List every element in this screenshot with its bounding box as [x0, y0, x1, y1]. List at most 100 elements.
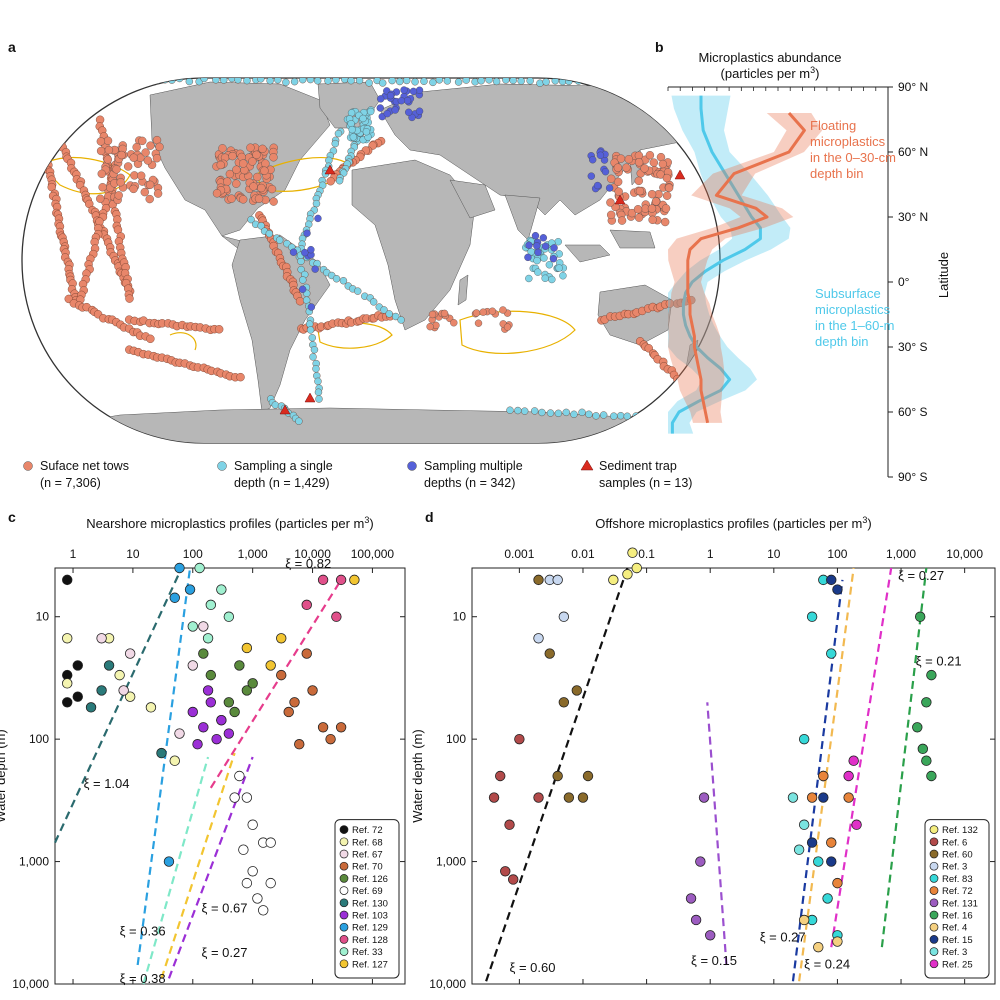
- panel-c-data-point: [301, 599, 312, 611]
- panel-c-data-point: [85, 702, 97, 713]
- panel-c-data-point: [184, 584, 196, 595]
- panel-c-data-point: [103, 660, 115, 671]
- surface-tow: [488, 307, 497, 315]
- panel-d-fit-line: [485, 567, 629, 982]
- panel-d-data-point: [806, 611, 818, 622]
- single-depth-sample: [310, 346, 319, 354]
- single-depth-sample: [275, 236, 284, 244]
- panel-d-data-point: [504, 819, 515, 830]
- single-depth-sample: [243, 78, 251, 85]
- panel-d-legend-marker: [929, 837, 939, 847]
- panel-c-data-point: [229, 792, 240, 803]
- single-depth-sample: [367, 107, 375, 116]
- floating-label-3: in the 0–30-cm: [810, 150, 896, 165]
- surface-tow: [258, 144, 267, 154]
- multiple-depth-sample: [289, 248, 298, 256]
- single-depth-sample: [265, 229, 274, 238]
- single-depth-sample: [348, 125, 356, 134]
- legend-label: Sampling multiple: [424, 459, 523, 473]
- panel-c-fit-label: ξ = 0.67: [202, 900, 248, 915]
- single-depth-sample: [396, 78, 404, 86]
- single-depth-sample: [599, 411, 608, 419]
- single-depth-sample: [349, 133, 357, 141]
- single-depth-sample: [298, 78, 307, 84]
- panel-d-data-point: [577, 792, 589, 803]
- single-depth-sample: [565, 78, 573, 86]
- panel-c-data-point: [234, 660, 245, 671]
- panel-d-data-point: [822, 893, 833, 904]
- multiple-depth-sample: [311, 265, 319, 273]
- surface-tow: [228, 151, 237, 161]
- panel-d-data-point: [508, 874, 519, 885]
- surface-tow: [472, 309, 481, 317]
- panel-c-data-point: [96, 633, 107, 644]
- panel-d-data-point: [685, 893, 697, 904]
- panel-d-fit-line: [791, 579, 844, 982]
- panel-c-x-tick-label: 1: [70, 547, 77, 561]
- surface-tow: [141, 148, 150, 157]
- surface-tow: [103, 155, 112, 164]
- panel-d-y-tick-label: 10,000: [429, 977, 466, 991]
- single-depth-sample: [308, 334, 316, 342]
- panel-c-data-point: [247, 819, 258, 830]
- surface-tow: [624, 155, 633, 164]
- sediment-trap-sample: [324, 164, 336, 175]
- panel-d-data-point: [826, 837, 837, 848]
- panel-d-x-tick-label: 100: [827, 547, 847, 561]
- panel-c-data-point: [241, 792, 253, 803]
- panel-d-data-point: [533, 792, 544, 803]
- panel-c-legend-label: Ref. 128: [352, 935, 388, 946]
- panel-c-fit-label: ξ = 0.27: [202, 945, 248, 960]
- single-depth-sample: [585, 410, 593, 418]
- single-depth-sample: [551, 78, 559, 85]
- panel-d-fit-label: ξ = 0.27: [898, 568, 944, 583]
- panel-d-data-point: [912, 722, 923, 733]
- surface-tow: [97, 169, 106, 179]
- map-legend: Suface net tows (n = 7,306) Sampling a sin…: [23, 459, 692, 490]
- surface-tow: [55, 134, 65, 143]
- panel-d-data-point: [500, 866, 511, 877]
- panel-d-data-point: [832, 877, 843, 889]
- surface-tow: [640, 164, 649, 173]
- surface-tow: [112, 165, 121, 174]
- panel-d-data-point: [851, 819, 862, 830]
- surface-tow: [239, 159, 248, 168]
- single-depth-sample: [542, 78, 550, 86]
- panel-d-data-point: [818, 792, 829, 803]
- panel-d-x-tick-label: 1: [707, 547, 714, 561]
- multiple-depth-sample: [549, 255, 558, 263]
- single-depth-sample: [306, 326, 315, 334]
- panel-d-y-tick-label: 100: [446, 732, 466, 746]
- multiple-depth-sample: [314, 214, 322, 223]
- panel-c-legend-marker: [339, 837, 349, 847]
- single-depth-sample: [559, 272, 567, 280]
- single-depth-sample: [388, 78, 396, 85]
- panel-c-legend-box: [334, 819, 400, 979]
- panel-d-data-point: [826, 648, 837, 659]
- panel-c-data-point: [265, 837, 276, 848]
- surface-tow: [96, 137, 106, 146]
- panel-d-data-point: [798, 914, 810, 926]
- panel-d-y-tick-label: 10: [453, 610, 467, 624]
- floating-uncertainty-band: [668, 113, 823, 423]
- panel-c-data-point: [187, 621, 198, 632]
- panel-c-data-point: [198, 648, 209, 659]
- multiple-depth-sample: [303, 229, 311, 237]
- subsurface-label-2: microplastics: [815, 302, 891, 317]
- multiple-depth-sample: [409, 87, 418, 96]
- panel-c-legend-marker: [339, 849, 349, 859]
- panel-d-legend-marker: [929, 959, 939, 969]
- single-depth-sample: [536, 79, 544, 87]
- surface-tow: [254, 194, 264, 203]
- panel-d-fit-line: [880, 567, 928, 948]
- panel-c-legend-label: Ref. 129: [352, 923, 388, 934]
- multiple-depth-sample: [377, 95, 385, 103]
- single-depth-sample: [378, 79, 387, 87]
- single-depth-sample: [282, 78, 290, 87]
- panel-c-data-point: [241, 685, 253, 696]
- multiple-depth-sample: [391, 106, 399, 114]
- panel-c-data-point: [198, 722, 209, 733]
- single-depth-sample: [56, 78, 64, 83]
- panel-c-data-point: [169, 755, 180, 766]
